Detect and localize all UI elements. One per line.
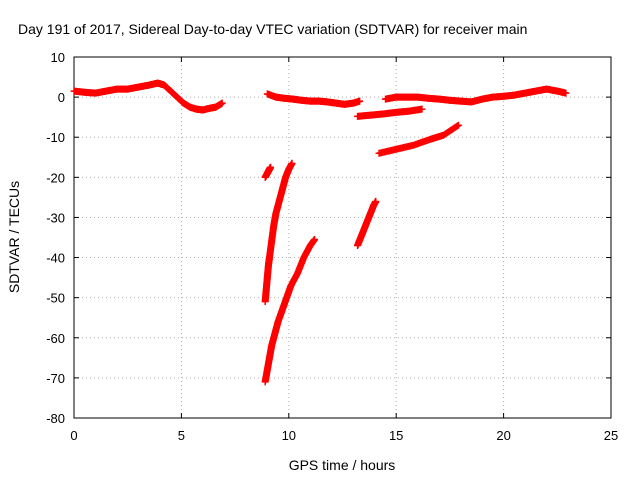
data-point [288, 159, 296, 167]
data-point [372, 197, 380, 205]
x-axis-label: GPS time / hours [289, 457, 396, 473]
x-tick-label: 25 [604, 428, 618, 443]
y-tick-label: -50 [46, 291, 65, 306]
series-1 [70, 79, 226, 114]
series-2 [263, 90, 364, 108]
x-tick-label: 20 [496, 428, 510, 443]
y-tick-label: 10 [51, 50, 65, 65]
chart-title: Day 191 of 2017, Sidereal Day-to-day VTE… [18, 21, 527, 37]
data-point [418, 105, 426, 113]
y-tick-labels: 10 0 -10 -20 -30 -40 -50 -60 -70 -80 [46, 50, 65, 426]
data-point [218, 99, 226, 107]
y-tick-label: -60 [46, 331, 65, 346]
data-point [562, 89, 570, 97]
data-point [453, 122, 461, 130]
x-tick-label: 15 [389, 428, 403, 443]
data-point [454, 121, 462, 129]
y-tick-label: -10 [46, 130, 65, 145]
x-tick-label: 0 [70, 428, 77, 443]
series-7 [261, 159, 296, 306]
series-3 [354, 105, 426, 120]
y-tick-label: -80 [46, 411, 65, 426]
data-point [356, 97, 364, 105]
x-tick-label: 5 [178, 428, 185, 443]
series-6 [261, 163, 275, 181]
y-axis-label: SDTVAR / TECUs [6, 181, 22, 293]
y-tick-label: 0 [58, 90, 65, 105]
x-tick-label: 10 [282, 428, 296, 443]
y-tick-label: -20 [46, 170, 65, 185]
x-tick-labels: 0 5 10 15 20 25 [70, 428, 618, 443]
y-tick-label: -30 [46, 210, 65, 225]
data-point [311, 236, 319, 244]
grid [73, 56, 612, 419]
series-4 [375, 121, 462, 157]
data-series [70, 79, 570, 386]
series-9 [354, 197, 380, 250]
data-point [267, 163, 275, 171]
plot-frame [73, 56, 612, 419]
series-5 [381, 85, 570, 106]
series-8 [261, 236, 319, 386]
y-tick-label: -70 [46, 371, 65, 386]
y-tick-label: -40 [46, 251, 65, 266]
